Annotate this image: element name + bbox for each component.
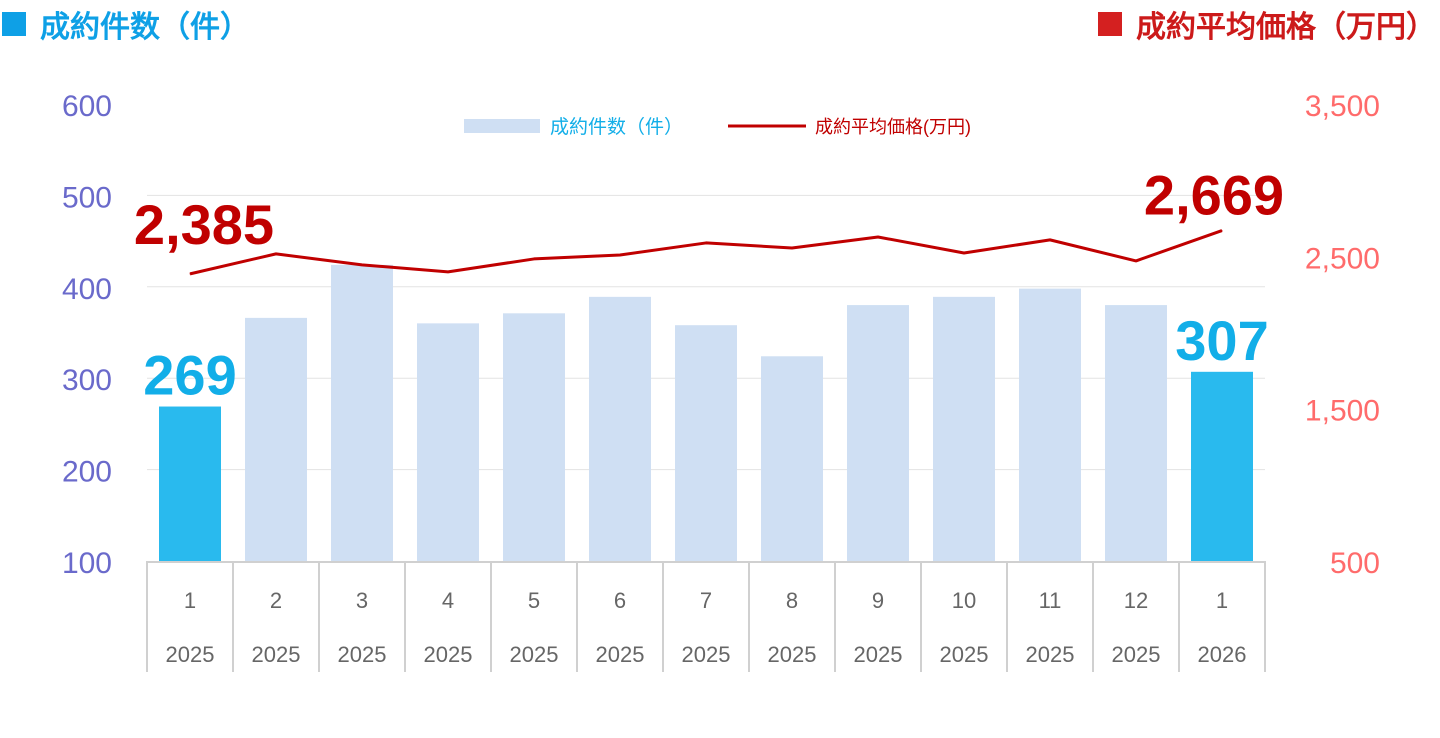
left-axis-tick: 500 <box>62 181 112 214</box>
bar <box>417 323 479 561</box>
legend-bar-label: 成約件数（件） <box>550 116 683 138</box>
bar-data-label: 269 <box>143 344 236 407</box>
price-point <box>361 264 363 266</box>
price-point <box>1135 260 1137 262</box>
line-data-label: 2,669 <box>1144 164 1284 227</box>
bar-data-label: 307 <box>1175 309 1268 372</box>
left-axis-tick: 200 <box>62 456 112 489</box>
right-axis-title: 成約平均価格（万円） <box>1098 2 1436 46</box>
legend-bar-swatch <box>464 119 540 133</box>
left-axis-tick: 100 <box>62 547 112 580</box>
x-tick-month: 1 <box>1216 588 1228 613</box>
price-point <box>1221 230 1223 232</box>
bar <box>933 296 995 561</box>
x-tick-year: 2025 <box>424 642 473 667</box>
x-tick-year: 2025 <box>1112 642 1161 667</box>
left-axis-tick: 400 <box>62 273 112 306</box>
price-point <box>533 258 535 260</box>
bar <box>1019 288 1081 561</box>
x-tick-month: 7 <box>700 588 712 613</box>
x-tick-year: 2025 <box>1026 642 1075 667</box>
x-tick-year: 2025 <box>940 642 989 667</box>
price-point <box>447 271 449 273</box>
x-tick-month: 5 <box>528 588 540 613</box>
right-axis-title-text: 成約平均価格（万円） <box>1136 11 1436 44</box>
bar <box>675 325 737 561</box>
x-tick-month: 11 <box>1039 588 1062 613</box>
x-tick-month: 9 <box>872 588 884 613</box>
x-tick-year: 2025 <box>854 642 903 667</box>
red-square-icon <box>1098 12 1122 36</box>
bar <box>1191 371 1253 561</box>
blue-square-icon <box>2 12 26 36</box>
right-axis-tick: 2,500 <box>1305 242 1380 275</box>
x-tick-year: 2025 <box>252 642 301 667</box>
bar <box>761 356 823 561</box>
price-point <box>189 273 191 275</box>
price-point <box>705 242 707 244</box>
line-data-label: 2,385 <box>134 193 274 256</box>
price-point <box>791 247 793 249</box>
legend-line-label: 成約平均価格(万円) <box>815 117 971 137</box>
price-point <box>1049 239 1051 241</box>
price-point <box>877 236 879 238</box>
bar <box>245 317 307 561</box>
bar <box>1105 305 1167 561</box>
price-point <box>275 253 277 255</box>
price-point <box>619 254 621 256</box>
x-tick-year: 2025 <box>338 642 387 667</box>
left-axis-title: 成約件数（件） <box>2 2 250 46</box>
x-tick-month: 8 <box>786 588 798 613</box>
x-tick-month: 10 <box>952 588 976 613</box>
right-axis-tick: 3,500 <box>1305 90 1380 123</box>
right-axis-tick: 500 <box>1330 547 1380 580</box>
x-tick-year: 2025 <box>510 642 559 667</box>
x-tick-year: 2026 <box>1198 642 1247 667</box>
right-axis-tick: 1,500 <box>1305 395 1380 428</box>
bar <box>589 296 651 561</box>
x-tick-year: 2025 <box>166 642 215 667</box>
x-tick-year: 2025 <box>596 642 645 667</box>
x-tick-year: 2025 <box>768 642 817 667</box>
x-tick-year: 2025 <box>682 642 731 667</box>
left-axis-title-text: 成約件数（件） <box>40 11 250 44</box>
price-point <box>963 252 965 254</box>
left-axis-tick: 300 <box>62 364 112 397</box>
x-tick-month: 1 <box>184 588 196 613</box>
x-tick-month: 2 <box>270 588 282 613</box>
x-tick-month: 3 <box>356 588 368 613</box>
left-axis-tick: 600 <box>62 90 112 123</box>
x-tick-month: 6 <box>614 588 626 613</box>
x-tick-month: 4 <box>442 588 454 613</box>
bar <box>331 264 393 561</box>
x-tick-month: 12 <box>1124 588 1148 613</box>
bar <box>847 305 909 561</box>
bar <box>503 313 565 561</box>
bar <box>159 406 221 561</box>
